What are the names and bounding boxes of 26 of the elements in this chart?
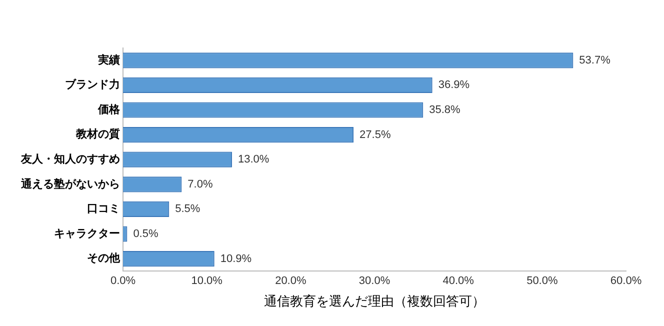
data-label: 10.9% xyxy=(220,252,252,265)
y-tick-label: 口コミ xyxy=(87,202,120,216)
x-tick-label: 60.0% xyxy=(610,274,642,287)
y-tick-label: 価格 xyxy=(97,102,121,116)
x-tick-label: 20.0% xyxy=(275,274,306,287)
y-tick-label: 通える塾がないから xyxy=(20,177,120,190)
y-tick-label: 実績 xyxy=(97,53,120,66)
x-tick-label: 0.0% xyxy=(110,274,136,287)
data-label: 5.5% xyxy=(175,203,200,216)
x-tick-label: 50.0% xyxy=(526,274,558,287)
data-label: 35.8% xyxy=(429,104,461,116)
data-label: 7.0% xyxy=(188,178,213,190)
x-tick-label: 30.0% xyxy=(358,274,390,287)
y-tick-label: 友人・知人のすすめ xyxy=(20,152,120,166)
x-tick-label: 10.0% xyxy=(191,274,223,287)
y-tick-label: その他 xyxy=(87,252,121,265)
y-tick-label: 教材の質 xyxy=(75,128,120,141)
data-label: 53.7% xyxy=(579,54,611,66)
data-label: 0.5% xyxy=(133,228,158,240)
y-tick-label: キャラクター xyxy=(54,226,120,240)
y-tick-label: ブランド力 xyxy=(65,78,120,92)
x-tick-label: 40.0% xyxy=(442,274,474,287)
x-axis-title: 通信教育を選んだ理由（複数回答可） xyxy=(264,294,485,310)
data-label: 36.9% xyxy=(438,79,470,92)
data-label: 13.0% xyxy=(238,154,270,166)
data-label: 27.5% xyxy=(360,128,391,141)
